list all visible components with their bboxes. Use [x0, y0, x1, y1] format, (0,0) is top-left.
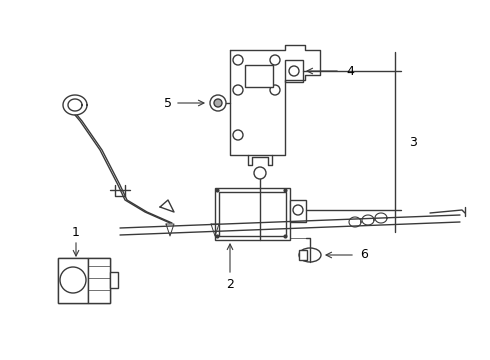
Circle shape — [254, 167, 266, 179]
Text: 2: 2 — [226, 278, 234, 291]
Bar — [299, 250, 307, 260]
Text: 5: 5 — [164, 96, 172, 109]
Bar — [219, 192, 286, 236]
Circle shape — [60, 267, 86, 293]
Bar — [215, 188, 290, 240]
Bar — [110, 272, 118, 288]
Circle shape — [293, 205, 303, 215]
Circle shape — [270, 85, 280, 95]
Circle shape — [214, 99, 222, 107]
Circle shape — [210, 95, 226, 111]
Circle shape — [233, 130, 243, 140]
Bar — [88, 258, 110, 303]
Circle shape — [289, 66, 299, 76]
Text: 6: 6 — [360, 248, 368, 261]
Bar — [58, 258, 110, 303]
Circle shape — [270, 55, 280, 65]
Bar — [285, 60, 303, 82]
Ellipse shape — [299, 248, 321, 262]
Text: 4: 4 — [346, 64, 354, 77]
Bar — [245, 65, 273, 87]
Circle shape — [233, 55, 243, 65]
Text: 3: 3 — [409, 135, 417, 149]
Circle shape — [233, 85, 243, 95]
Bar — [290, 200, 306, 222]
Bar — [58, 258, 88, 303]
Text: 1: 1 — [72, 225, 80, 239]
